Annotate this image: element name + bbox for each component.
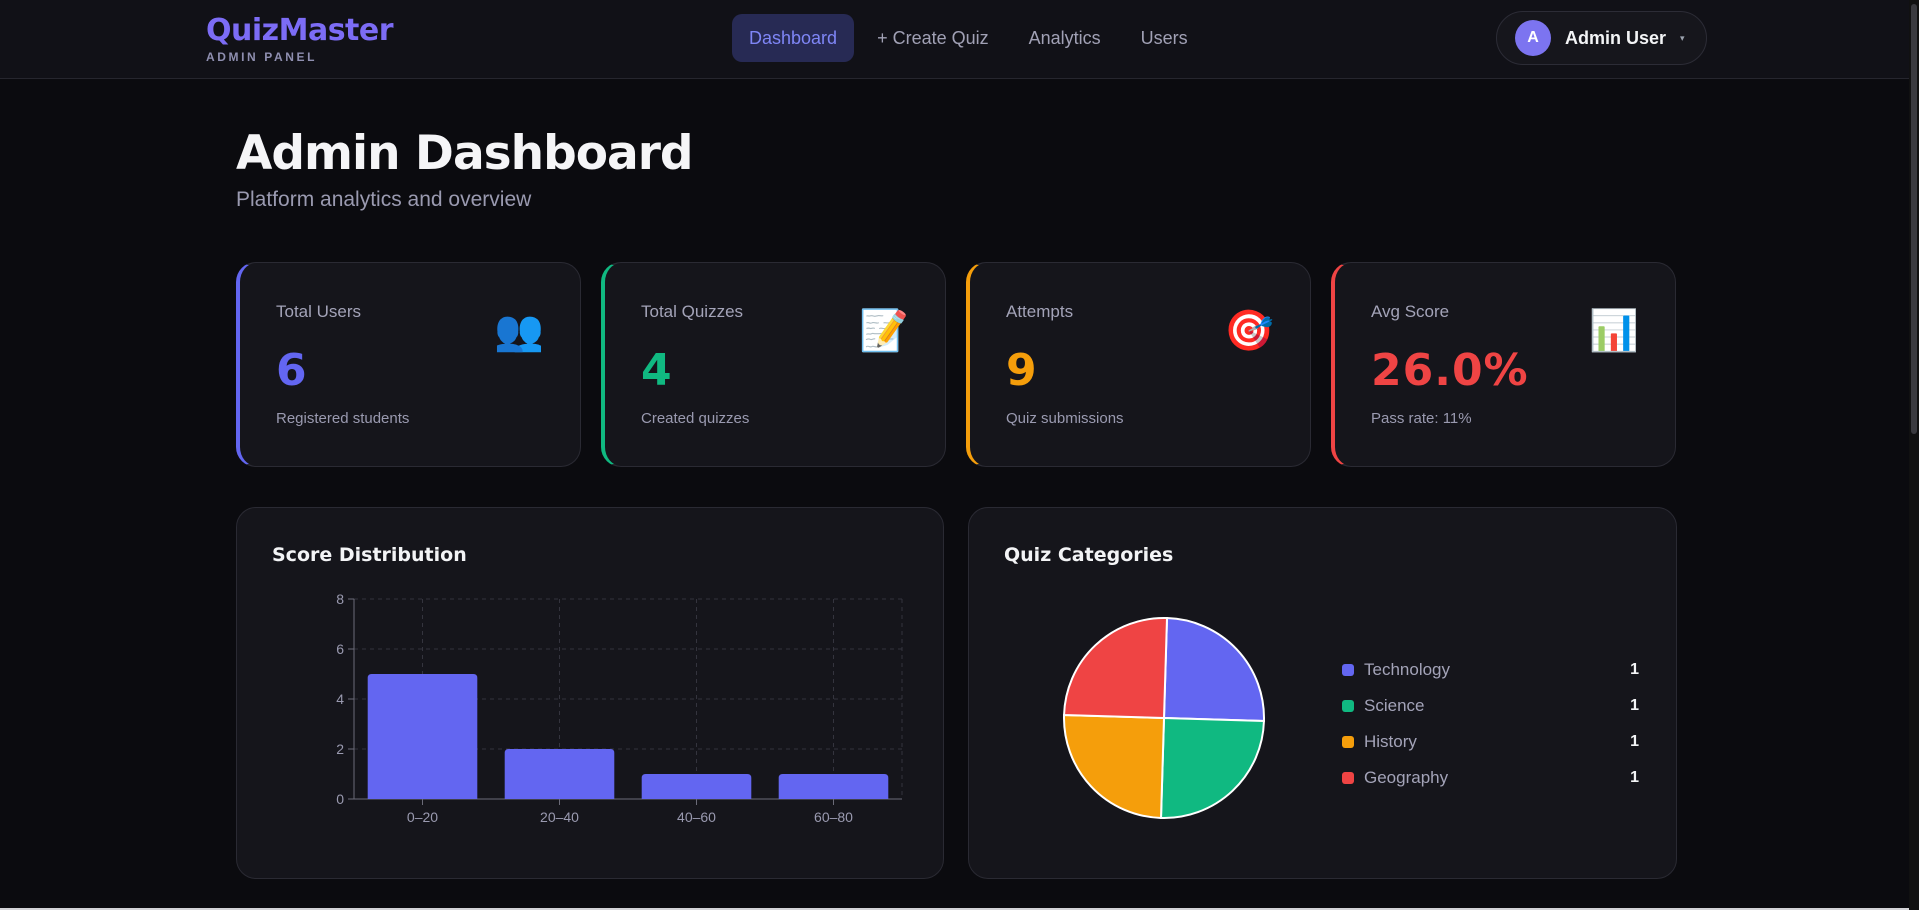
stat-value: 4 [641, 345, 673, 396]
chart-legend: Technology 1 Science 1 History 1 Geography 1 [1342, 652, 1639, 796]
legend-swatch [1342, 736, 1354, 748]
nav-dashboard[interactable]: Dashboard [732, 14, 855, 62]
x-tick-label: 0–20 [407, 809, 438, 825]
page-bottom-edge [0, 908, 1909, 910]
scrollbar[interactable] [1909, 0, 1919, 910]
stat-card-attempts: Attempts 9 Quiz submissions 🎯 [966, 262, 1311, 467]
score-distribution-chart: 0 2 4 6 8 0–20 20–40 40–60 60–80 [336, 591, 903, 825]
scrollbar-thumb[interactable] [1911, 4, 1917, 434]
slice-history[interactable] [1063, 713, 1166, 819]
y-tick-label: 2 [336, 741, 344, 757]
bar-20–40[interactable] [504, 749, 615, 799]
stat-value: 26.0% [1371, 345, 1529, 396]
stat-note: Registered students [276, 410, 410, 427]
page-subtitle: Platform analytics and overview [236, 188, 532, 211]
bar-40–60[interactable] [641, 774, 752, 799]
legend-label: History [1364, 732, 1417, 751]
legend-label: Geography [1364, 768, 1449, 787]
legend-label: Science [1364, 696, 1425, 715]
stat-label: Avg Score [1371, 302, 1450, 321]
y-tick-label: 0 [336, 791, 344, 807]
x-tick-label: 40–60 [677, 809, 716, 825]
chevron-down-icon: ▾ [1680, 32, 1685, 43]
target-icon: 🎯 [1224, 309, 1274, 353]
stat-card-quizzes: Total Quizzes 4 Created quizzes 📝 [601, 262, 946, 467]
legend-swatch [1342, 700, 1354, 712]
memo-icon: 📝 [859, 309, 909, 353]
panel-title: Quiz Categories [1004, 544, 1174, 566]
legend-item-geography: Geography 1 [1342, 760, 1639, 796]
slice-technology[interactable] [1162, 617, 1265, 723]
nav-users[interactable]: Users [1140, 27, 1188, 48]
y-tick-label: 6 [336, 641, 344, 657]
brand-name: QuizMaster [206, 13, 394, 48]
bar-chart-icon: 📊 [1589, 309, 1639, 353]
legend-swatch [1342, 664, 1354, 676]
nav-create-quiz[interactable]: + Create Quiz [877, 27, 989, 48]
panel-title: Score Distribution [272, 544, 467, 566]
bar-60–80[interactable] [778, 774, 889, 799]
brand-logo[interactable]: QuizMaster ADMIN PANEL [206, 13, 394, 65]
stat-note: Quiz submissions [1006, 410, 1124, 427]
page-title: Admin Dashboard [236, 126, 694, 181]
users-icon: 👥 [494, 309, 544, 353]
legend-item-science: Science 1 [1342, 688, 1639, 724]
x-tick-label: 60–80 [814, 809, 853, 825]
stat-card-users: Total Users 6 Registered students 👥 [236, 262, 581, 467]
legend-count: 1 [1630, 733, 1639, 750]
top-navbar: QuizMaster ADMIN PANEL Dashboard + Creat… [0, 0, 1919, 79]
legend-item-history: History 1 [1342, 724, 1639, 760]
y-tick-label: 4 [336, 691, 344, 707]
legend-count: 1 [1630, 769, 1639, 786]
legend-item-technology: Technology 1 [1342, 652, 1639, 688]
x-tick-label: 20–40 [540, 809, 579, 825]
legend-swatch [1342, 772, 1354, 784]
slice-science[interactable] [1159, 716, 1265, 819]
slice-geography[interactable] [1063, 617, 1169, 720]
quiz-categories-panel: Quiz Categories Technology 1 Science 1 Histo… [968, 507, 1677, 879]
stat-value: 9 [1006, 345, 1038, 396]
legend-count: 1 [1630, 661, 1639, 678]
user-name: Admin User [1565, 27, 1667, 48]
bar-0–20[interactable] [367, 674, 478, 799]
legend-count: 1 [1630, 697, 1639, 714]
avatar: A [1515, 20, 1551, 56]
legend-label: Technology [1364, 660, 1451, 679]
stat-card-avg-score: Avg Score 26.0% Pass rate: 11% 📊 [1331, 262, 1676, 467]
stat-note: Created quizzes [641, 410, 750, 427]
stat-note: Pass rate: 11% [1371, 410, 1472, 427]
stat-label: Attempts [1006, 302, 1074, 321]
quiz-categories-chart [1063, 617, 1265, 819]
user-menu-button[interactable]: A Admin User ▾ [1496, 11, 1707, 65]
stat-label: Total Quizzes [641, 302, 744, 321]
nav-analytics[interactable]: Analytics [1028, 27, 1101, 48]
brand-subtitle: ADMIN PANEL [206, 50, 318, 64]
y-tick-label: 8 [336, 591, 344, 607]
stat-label: Total Users [276, 302, 362, 321]
main-nav: Dashboard + Create Quiz Analytics Users [732, 14, 1205, 62]
stat-value: 6 [276, 345, 308, 396]
score-distribution-panel: Score Distribution 0 2 4 6 8 0–20 20–40 40–60 60… [236, 507, 944, 879]
